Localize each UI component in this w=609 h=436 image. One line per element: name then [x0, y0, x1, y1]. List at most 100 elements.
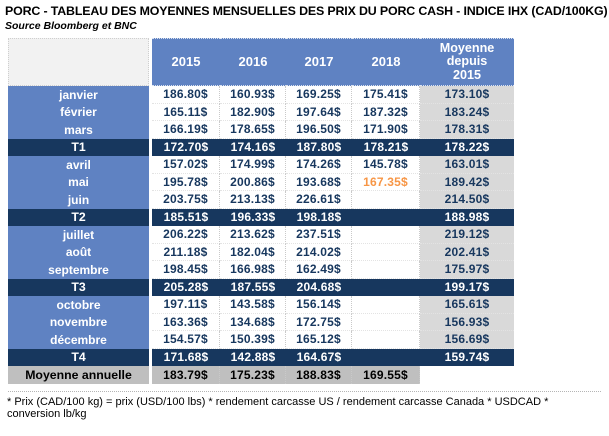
- row-gap: [149, 261, 152, 279]
- price-cell: [352, 313, 420, 331]
- row-label-janvier: janvier: [8, 86, 149, 104]
- price-cell: 214.02$: [286, 243, 352, 261]
- price-cell: 213.13$: [220, 191, 286, 209]
- row-gap: [149, 331, 152, 349]
- price-cell: [352, 331, 420, 349]
- price-cell: 142.88$: [220, 348, 286, 366]
- price-cell: 156.93$: [420, 313, 514, 331]
- price-cell: [352, 296, 420, 314]
- price-cell: 165.11$: [152, 103, 220, 121]
- price-cell: 165.12$: [286, 331, 352, 349]
- row-gap: [149, 156, 152, 174]
- price-cell: 178.31$: [420, 121, 514, 139]
- row-gap: [149, 243, 152, 261]
- row-label-t2: T2: [8, 208, 149, 226]
- price-cell: 178.65$: [220, 121, 286, 139]
- source-note: Source Bloomberg et BNC: [5, 20, 137, 32]
- price-cell: 154.57$: [152, 331, 220, 349]
- price-cell: 198.45$: [152, 261, 220, 279]
- price-cell: 226.61$: [286, 191, 352, 209]
- price-cell: [352, 226, 420, 244]
- price-cell: 182.04$: [220, 243, 286, 261]
- row-gap: [149, 278, 152, 296]
- row-gap: [149, 296, 152, 314]
- price-cell: 205.28$: [152, 278, 220, 296]
- price-cell: 163.01$: [420, 156, 514, 174]
- row-gap: [149, 208, 152, 226]
- price-cell: 175.23$: [220, 366, 286, 384]
- price-cell: 188.98$: [420, 208, 514, 226]
- price-cell: 198.18$: [286, 208, 352, 226]
- price-cell: 163.36$: [152, 313, 220, 331]
- price-cell: 196.50$: [286, 121, 352, 139]
- price-cell: [352, 261, 420, 279]
- price-cell: 219.12$: [420, 226, 514, 244]
- price-cell: 178.21$: [352, 138, 420, 156]
- footnote: * Prix (CAD/100 kg) = prix (USD/100 lbs)…: [7, 396, 549, 421]
- column-header-2016: 2016: [220, 38, 286, 86]
- price-cell: 197.64$: [286, 103, 352, 121]
- price-cell: 143.58$: [220, 296, 286, 314]
- price-cell: 174.26$: [286, 156, 352, 174]
- price-cell: 174.99$: [220, 156, 286, 174]
- row-label-t4: T4: [8, 348, 149, 366]
- row-label-juin: juin: [8, 191, 149, 209]
- price-cell: 204.68$: [286, 278, 352, 296]
- price-cell: 195.78$: [152, 173, 220, 191]
- price-cell: 183.24$: [420, 103, 514, 121]
- row-gap: [149, 86, 152, 104]
- price-cell: 172.75$: [286, 313, 352, 331]
- price-cell: 187.80$: [286, 138, 352, 156]
- column-header-moyenne-depuis-2015: Moyenne depuis 2015: [420, 38, 514, 86]
- row-label-t1: T1: [8, 138, 149, 156]
- row-gap: [149, 121, 152, 139]
- row-gap: [149, 366, 152, 384]
- price-cell: 200.86$: [220, 173, 286, 191]
- row-label-fevrier: février: [8, 103, 149, 121]
- row-label-moyenne-annuelle: Moyenne annuelle: [8, 366, 149, 384]
- page-title: PORC - TABLEAU DES MOYENNES MENSUELLES D…: [5, 4, 608, 18]
- separator-line: [8, 391, 601, 392]
- row-label-decembre: décembre: [8, 331, 149, 349]
- row-label-juillet: juillet: [8, 226, 149, 244]
- price-cell: 174.16$: [220, 138, 286, 156]
- price-cell: 178.22$: [420, 138, 514, 156]
- price-cell: 160.93$: [220, 86, 286, 104]
- row-gap: [149, 103, 152, 121]
- price-cell: 157.02$: [152, 156, 220, 174]
- price-cell: 186.80$: [152, 86, 220, 104]
- price-cell: 145.78$: [352, 156, 420, 174]
- price-cell: [352, 348, 420, 366]
- price-cell: 134.68$: [220, 313, 286, 331]
- price-table: 2015 2016 2017 2018 Moyenne depuis 2015 janvi…: [8, 38, 514, 384]
- price-cell: 183.79$: [152, 366, 220, 384]
- price-cell: 165.61$: [420, 296, 514, 314]
- row-label-septembre: septembre: [8, 261, 149, 279]
- price-cell: 199.17$: [420, 278, 514, 296]
- price-cell: [352, 243, 420, 261]
- price-cell: 173.10$: [420, 86, 514, 104]
- price-cell: 203.75$: [152, 191, 220, 209]
- price-cell: 166.19$: [152, 121, 220, 139]
- row-gap: [149, 226, 152, 244]
- price-cell: 202.41$: [420, 243, 514, 261]
- price-cell: 172.70$: [152, 138, 220, 156]
- price-cell: 187.55$: [220, 278, 286, 296]
- price-cell: 187.32$: [352, 103, 420, 121]
- row-label-aout: août: [8, 243, 149, 261]
- price-cell: 156.69$: [420, 331, 514, 349]
- row-label-octobre: octobre: [8, 296, 149, 314]
- price-cell: 197.11$: [152, 296, 220, 314]
- price-cell: 206.22$: [152, 226, 220, 244]
- row-gap: [149, 313, 152, 331]
- price-cell: 169.25$: [286, 86, 352, 104]
- row-label-mars: mars: [8, 121, 149, 139]
- price-cell: 171.90$: [352, 121, 420, 139]
- row-gap: [149, 173, 152, 191]
- price-cell: [420, 366, 514, 384]
- price-cell: 211.18$: [152, 243, 220, 261]
- column-header-2018: 2018: [352, 38, 420, 86]
- price-cell: 189.42$: [420, 173, 514, 191]
- header-gap: [149, 38, 152, 86]
